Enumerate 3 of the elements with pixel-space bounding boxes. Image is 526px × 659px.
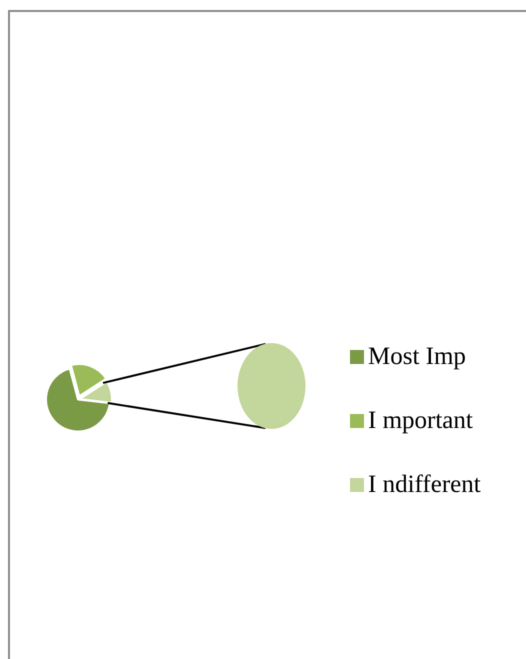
legend-label: I ndifferent [368, 471, 481, 499]
legend-label: I mportant [368, 407, 473, 435]
legend-label: Most Imp [368, 343, 466, 371]
